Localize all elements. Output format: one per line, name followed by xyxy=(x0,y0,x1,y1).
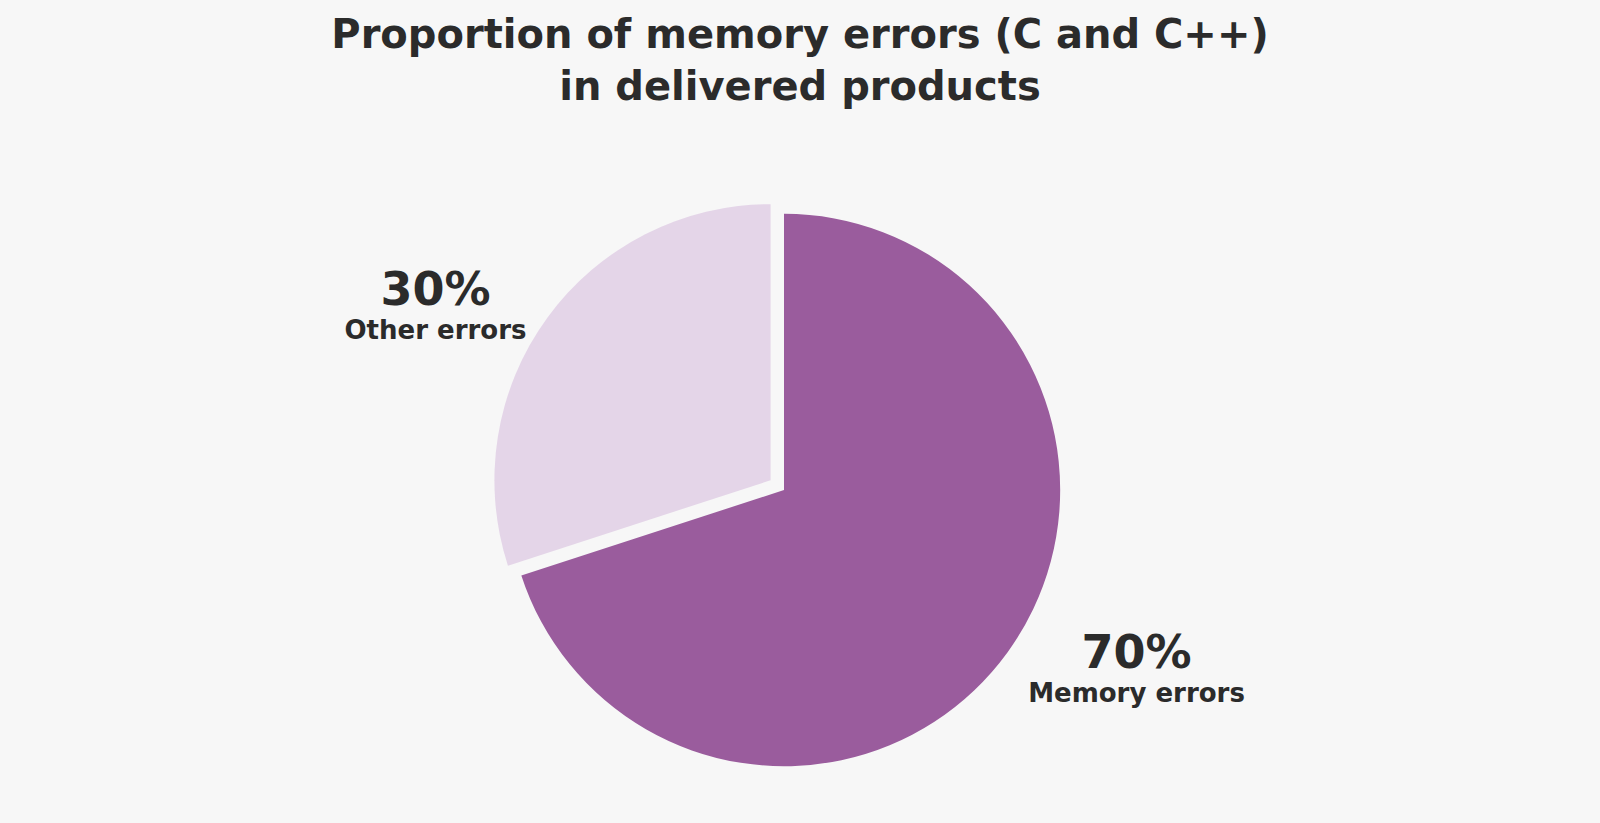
svg-text:70%Memory errors: 70%Memory errors xyxy=(1028,625,1245,708)
svg-text:30%Other errors: 30%Other errors xyxy=(344,262,526,345)
svg-text:Proportion of memory errors (C: Proportion of memory errors (C and C++)i… xyxy=(331,11,1268,109)
